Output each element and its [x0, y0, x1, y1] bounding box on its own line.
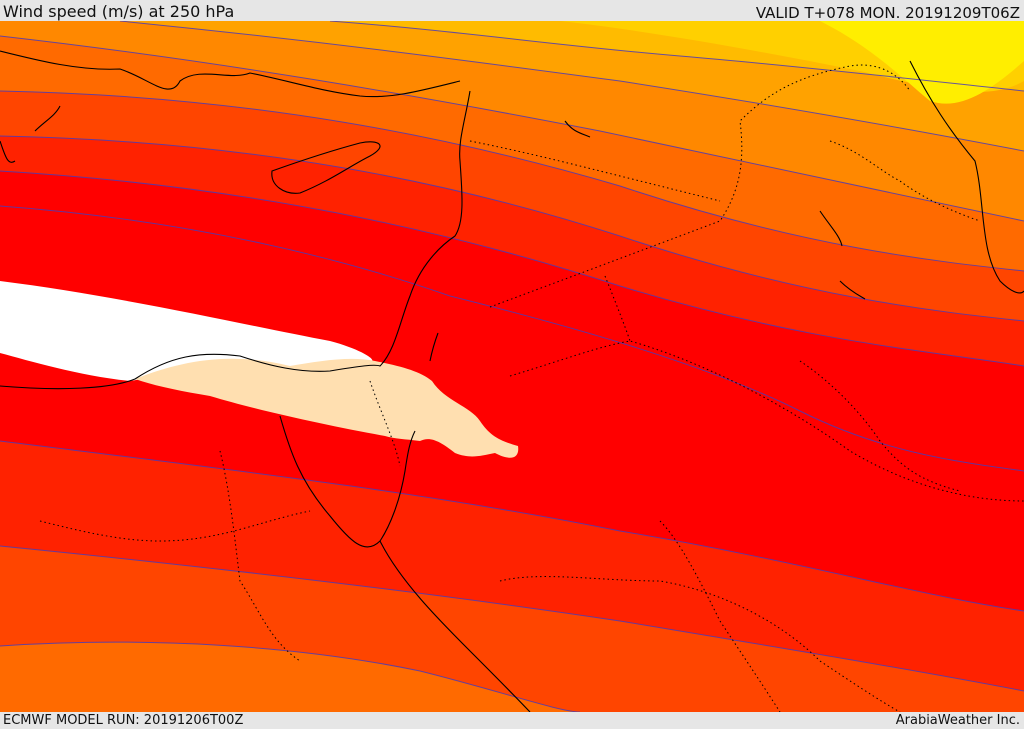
wind-speed-map[interactable]	[0, 21, 1024, 712]
coastline-6	[819, 210, 866, 300]
isotach-line-9	[0, 205, 1024, 472]
border-4	[39, 510, 311, 542]
credit-label: ArabiaWeather Inc.	[895, 713, 1020, 728]
isotach-line-8	[0, 641, 581, 712]
coastline-0	[0, 90, 471, 390]
isotach-line-7	[0, 545, 1024, 692]
jet-core-white	[0, 281, 373, 381]
model-run-label: ECMWF MODEL RUN: 20191206T00Z	[3, 713, 244, 728]
coastline-8	[564, 120, 591, 138]
border-6	[219, 450, 301, 662]
coastline-5	[0, 105, 61, 163]
border-7	[659, 520, 781, 712]
border-1	[489, 64, 911, 308]
isotach-line-1	[0, 135, 1024, 322]
coastline-9	[909, 60, 1024, 294]
border-5	[499, 576, 901, 712]
coastlines	[0, 50, 1024, 712]
chart-header: Wind speed (m/s) at 250 hPa VALID T+078 …	[0, 0, 1024, 21]
isotach-line-5	[329, 21, 1024, 92]
country-borders	[39, 64, 1024, 712]
band-yellow	[820, 21, 1024, 104]
chart-footer: ECMWF MODEL RUN: 20191206T00Z ArabiaWeat…	[0, 712, 1024, 729]
coastline-1	[271, 141, 381, 194]
border-0	[369, 380, 401, 467]
wind-speed-bands	[0, 21, 1024, 712]
band-upper-6	[0, 21, 1024, 92]
isotach-line-0	[0, 170, 1024, 367]
isotach-line-4	[119, 21, 1024, 152]
band-lower-2	[0, 642, 1024, 712]
coastline-4	[0, 50, 461, 98]
coastline-2	[279, 415, 416, 548]
border-10	[799, 360, 961, 492]
coastline-3	[379, 540, 531, 712]
valid-time-label: VALID T+078 MON. 20191209T06Z	[755, 4, 1020, 22]
jet-core-wheat	[135, 358, 519, 458]
isotach-contours	[0, 21, 1024, 712]
isotach-line-2	[0, 90, 1024, 272]
map-title: Wind speed (m/s) at 250 hPa	[3, 2, 235, 21]
coastline-7	[429, 332, 439, 362]
isotach-line-3	[0, 35, 1024, 222]
isotach-line-6	[0, 440, 1024, 612]
